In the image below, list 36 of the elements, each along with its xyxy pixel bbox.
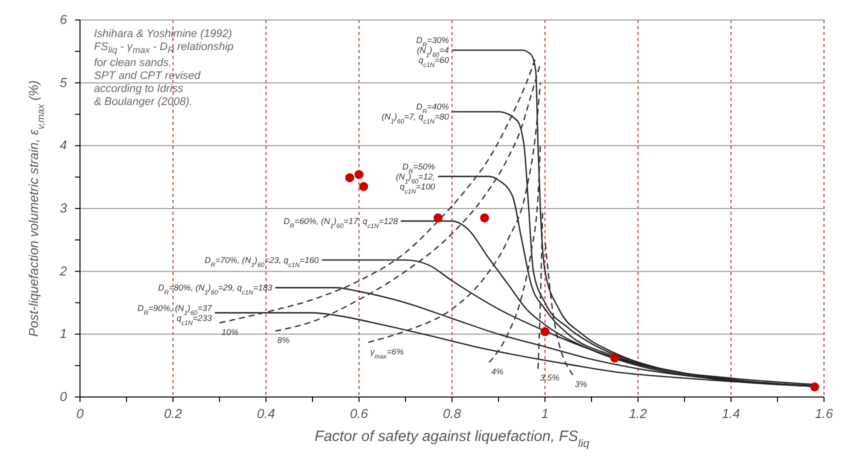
y-tick-label: 3 xyxy=(60,200,68,216)
text: D$_{R}$=40% (N$_{1}$)$_{60}$=7, q$_{c1N}$=80 xyxy=(382,102,449,126)
x-tick-label: 0.4 xyxy=(256,406,276,421)
y-tick-label: 4 xyxy=(60,138,67,153)
series-label: 8% xyxy=(277,335,290,346)
series-label: 3% xyxy=(574,379,588,390)
y-tick-label: 0 xyxy=(60,389,68,404)
series-label: 10% xyxy=(222,326,239,337)
y-tick-label: 6 xyxy=(60,12,68,27)
text: D$_{R}$=80%, (N$_{1}$)$_{60}$=29, q$_{c1N}$=183 xyxy=(158,282,272,296)
x-tick-label: 0.8 xyxy=(442,406,462,421)
y-tick-label: 5 xyxy=(60,74,68,90)
x-tick-label: 1 xyxy=(541,406,549,421)
x-tick-label: 1.4 xyxy=(722,406,740,421)
y-tick-label: 2 xyxy=(58,263,68,278)
series-label: 3.5% xyxy=(540,372,560,383)
text: D$_{R}$=70%, (N$_{1}$)$_{60}$=23, q$_{c1N}$=160 xyxy=(204,255,319,269)
x-tick-label: 0.6 xyxy=(350,406,369,421)
annotation: SPT and CPT revised xyxy=(94,70,202,84)
annotation: FS$_{liq}$ - γ$_{max}$ - D$_{R}$ relationship xyxy=(94,41,234,58)
x-axis-title: Factor of safety against liquefaction, FS$_{liq}$ xyxy=(314,428,590,450)
x-tick-label: 1.2 xyxy=(628,406,648,421)
text: D$_{R}$=60%, (N$_{1}$)$_{60}$=17, q$_{c1N}$=128 xyxy=(284,216,398,230)
annotation: for clean sands. xyxy=(94,57,173,70)
x-tick-label: 0.2 xyxy=(164,406,183,421)
x-tick-label: 0 xyxy=(76,406,84,421)
text: D$_{R}$=90%, (N$_{1}$)$_{60}$=37 q$_{c1N}$=233 xyxy=(138,302,212,326)
y-tick-label: 1 xyxy=(60,326,67,342)
series-label: γ$_{max}$=6% xyxy=(370,346,404,360)
series-label: 4% xyxy=(491,366,504,376)
annotation: according to Idriss xyxy=(94,83,184,96)
annotation: & Boulanger (2008). xyxy=(94,96,194,110)
annotation: Ishihara & Yoshimine (1992) xyxy=(94,28,233,41)
x-tick-label: 1.6 xyxy=(814,406,834,421)
text: D$_{R}$=50% (N$_{1}$)$_{60}$=12, q$_{c1N}$=100 xyxy=(396,161,436,195)
text: D$_{R}$=30% (N$_{1}$)$_{60}$=4 q$_{c1N}$=60 xyxy=(416,35,449,69)
